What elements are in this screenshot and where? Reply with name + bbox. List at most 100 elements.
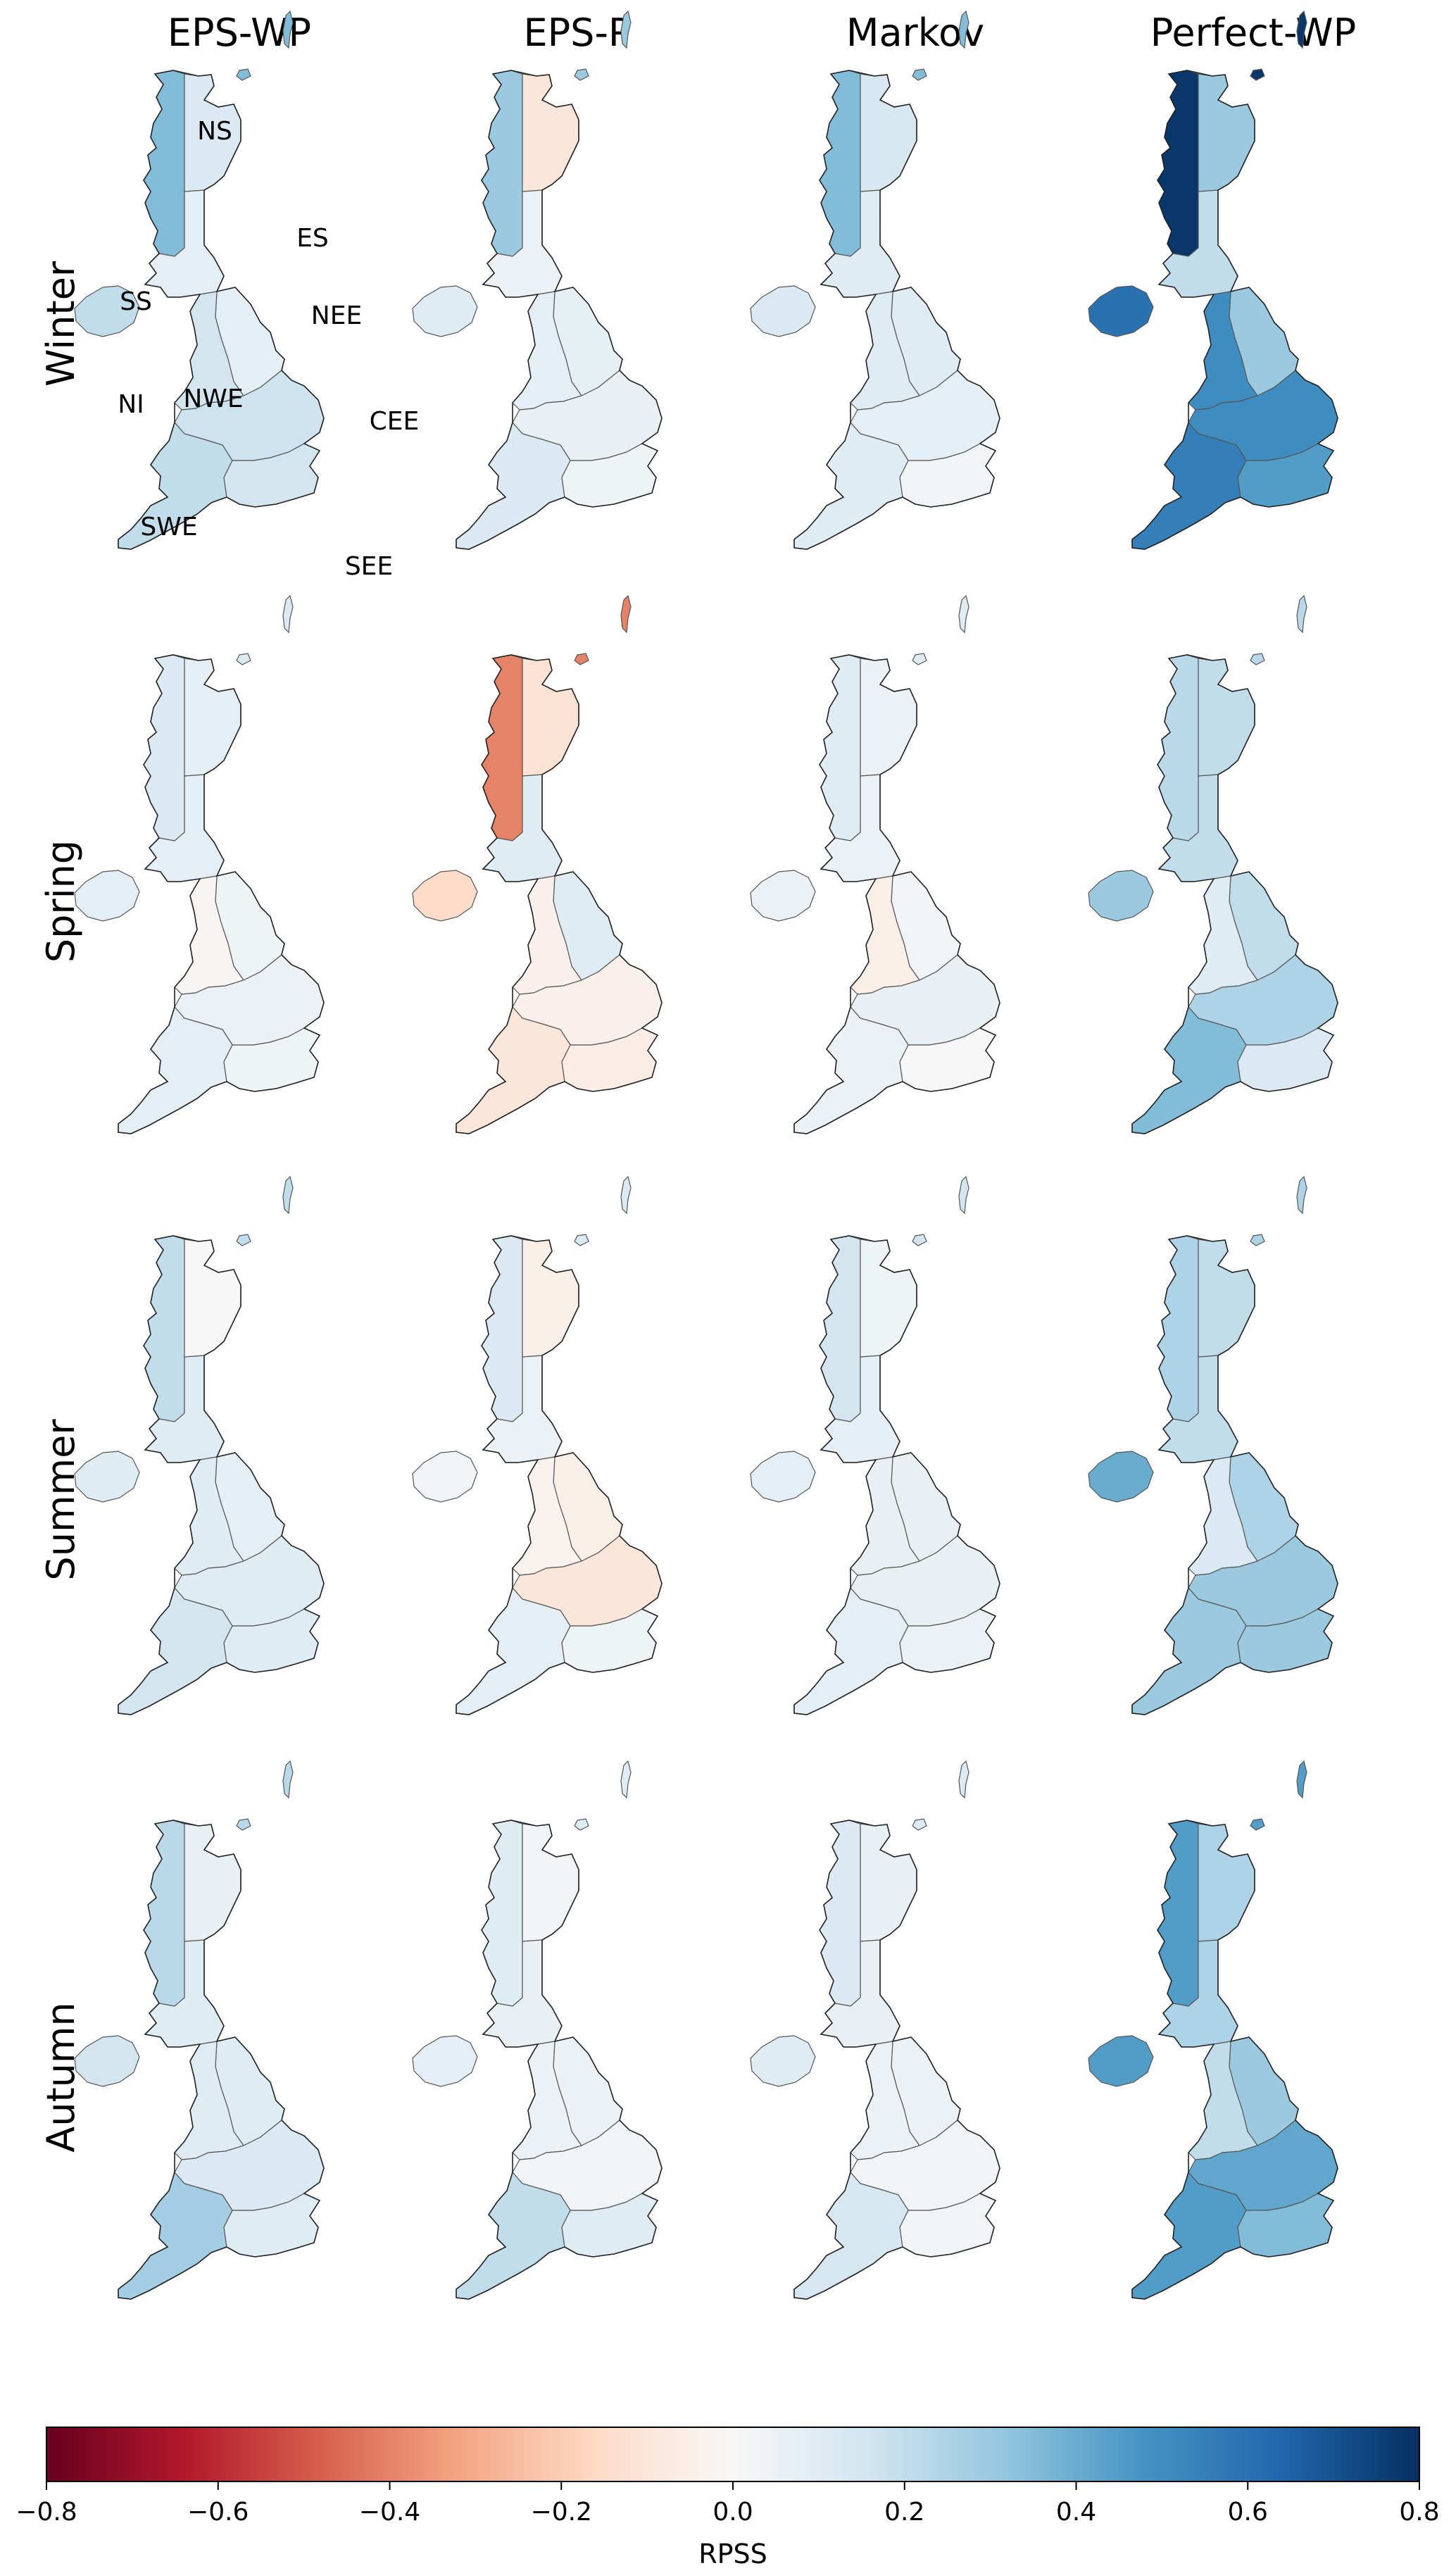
coastline [456,1235,663,1715]
region-ni [412,2035,478,2087]
map-panel-winter-eps-wp [74,10,325,550]
region-ns-islands [282,1175,294,1215]
region-ns-islands [1296,10,1307,49]
map-panel-summer-perfect-wp [1088,1175,1338,1715]
colorbar-gradient [46,2427,1420,2482]
coastline [1131,654,1338,1134]
colorbar-tick-label: −0.4 [359,2498,420,2527]
region-ni [750,2035,816,2087]
coastline [793,654,1000,1134]
map-panel-spring-eps-p [412,594,663,1134]
coastline [118,1235,325,1715]
map-panel-autumn-markov [750,1760,1000,2300]
region-label-es: ES [296,224,329,253]
region-es [860,658,917,777]
region-es [184,1239,241,1358]
region-label-see: SEE [345,552,393,581]
region-ns-islands [620,1175,632,1215]
column-title-eps-p: EPS-P [523,11,631,55]
map-panel-spring-markov [750,594,1000,1134]
region-ns-islands [574,68,589,81]
coastline [118,1820,325,2300]
coastline [1131,1820,1338,2300]
region-label-cee: CEE [370,407,420,436]
region-ns-islands [958,594,969,634]
colorbar-tick-label: −0.8 [15,2498,77,2527]
map-panel-spring-perfect-wp [1088,594,1338,1134]
region-ni [750,1451,816,1503]
region-ni [412,285,478,337]
region-ns-islands [574,1234,589,1246]
region-ns-islands [912,1234,927,1246]
region-ni [412,1451,478,1503]
region-ns-islands [1250,1234,1265,1246]
region-es [522,73,579,192]
region-label-ss: SS [120,287,152,316]
map-panel-summer-eps-p [412,1175,663,1715]
map-panel-spring-eps-wp [74,594,325,1134]
region-label-ns: NS [197,117,232,146]
region-ns-islands [912,68,927,81]
coastline [1131,70,1338,550]
map-panel-summer-markov [750,1175,1000,1715]
region-ns-islands [912,1818,927,1831]
coastline [793,1820,1000,2300]
row-title-winter: Winter [39,261,83,387]
region-es [1198,73,1255,192]
region-ns-islands [282,594,294,634]
region-es [184,658,241,777]
region-ni [1088,1451,1154,1503]
map-panel-winter-perfect-wp [1088,10,1338,550]
coastline [456,1820,663,2300]
region-ns-islands [236,1234,251,1246]
region-ns-islands [236,653,251,665]
column-title-perfect-wp: Perfect-WP [1150,11,1356,55]
map-panel-winter-markov [750,10,1000,550]
region-label-ni: NI [118,390,144,419]
region-ni [74,285,140,337]
colorbar-tick-label: 0.6 [1228,2498,1268,2527]
region-es [522,1823,579,1942]
region-es [860,73,917,192]
coastline [793,1235,1000,1715]
region-ni [74,1451,140,1503]
coastline [118,654,325,1134]
region-es [1198,658,1255,777]
region-label-nee: NEE [311,301,362,330]
region-ns-islands [1250,68,1265,81]
region-ns-islands [236,1818,251,1831]
colorbar-tick-label: 0.0 [713,2498,753,2527]
coastline [1131,1235,1338,1715]
map-panel-winter-eps-p [412,10,663,550]
region-label-swe: SWE [140,513,197,541]
region-es [860,1239,917,1358]
region-es [860,1823,917,1942]
region-annotations: NS ES SS NEE NI NWE CEE SWE SEE [118,117,419,581]
region-ns-islands [620,594,632,634]
map-panel-autumn-eps-wp [74,1760,325,2300]
region-ns-islands [1250,1818,1265,1831]
map-grid [74,10,1338,2300]
colorbar: −0.8 −0.6 −0.4 −0.2 0.0 0.2 0.4 0.6 0.8 RPSS [15,2427,1440,2569]
region-ni [750,285,816,337]
region-ns-islands [574,653,589,665]
coastline [118,70,325,550]
region-ni [1088,2035,1154,2087]
region-ni [74,870,140,922]
region-ni [412,870,478,922]
colorbar-tick-label: −0.6 [187,2498,249,2527]
map-panel-summer-eps-wp [74,1175,325,1715]
region-es [522,1239,579,1358]
map-panel-autumn-eps-p [412,1760,663,2300]
row-title-autumn: Autumn [39,2002,83,2152]
region-ns-islands [620,10,632,49]
colorbar-tick-label: 0.2 [884,2498,924,2527]
coastline [456,70,663,550]
region-ns-islands [912,653,927,665]
region-ni [74,2035,140,2087]
region-ns-islands [958,1175,969,1215]
row-title-summer: Summer [39,1419,83,1581]
region-ni [750,870,816,922]
region-ns-islands [236,68,251,81]
